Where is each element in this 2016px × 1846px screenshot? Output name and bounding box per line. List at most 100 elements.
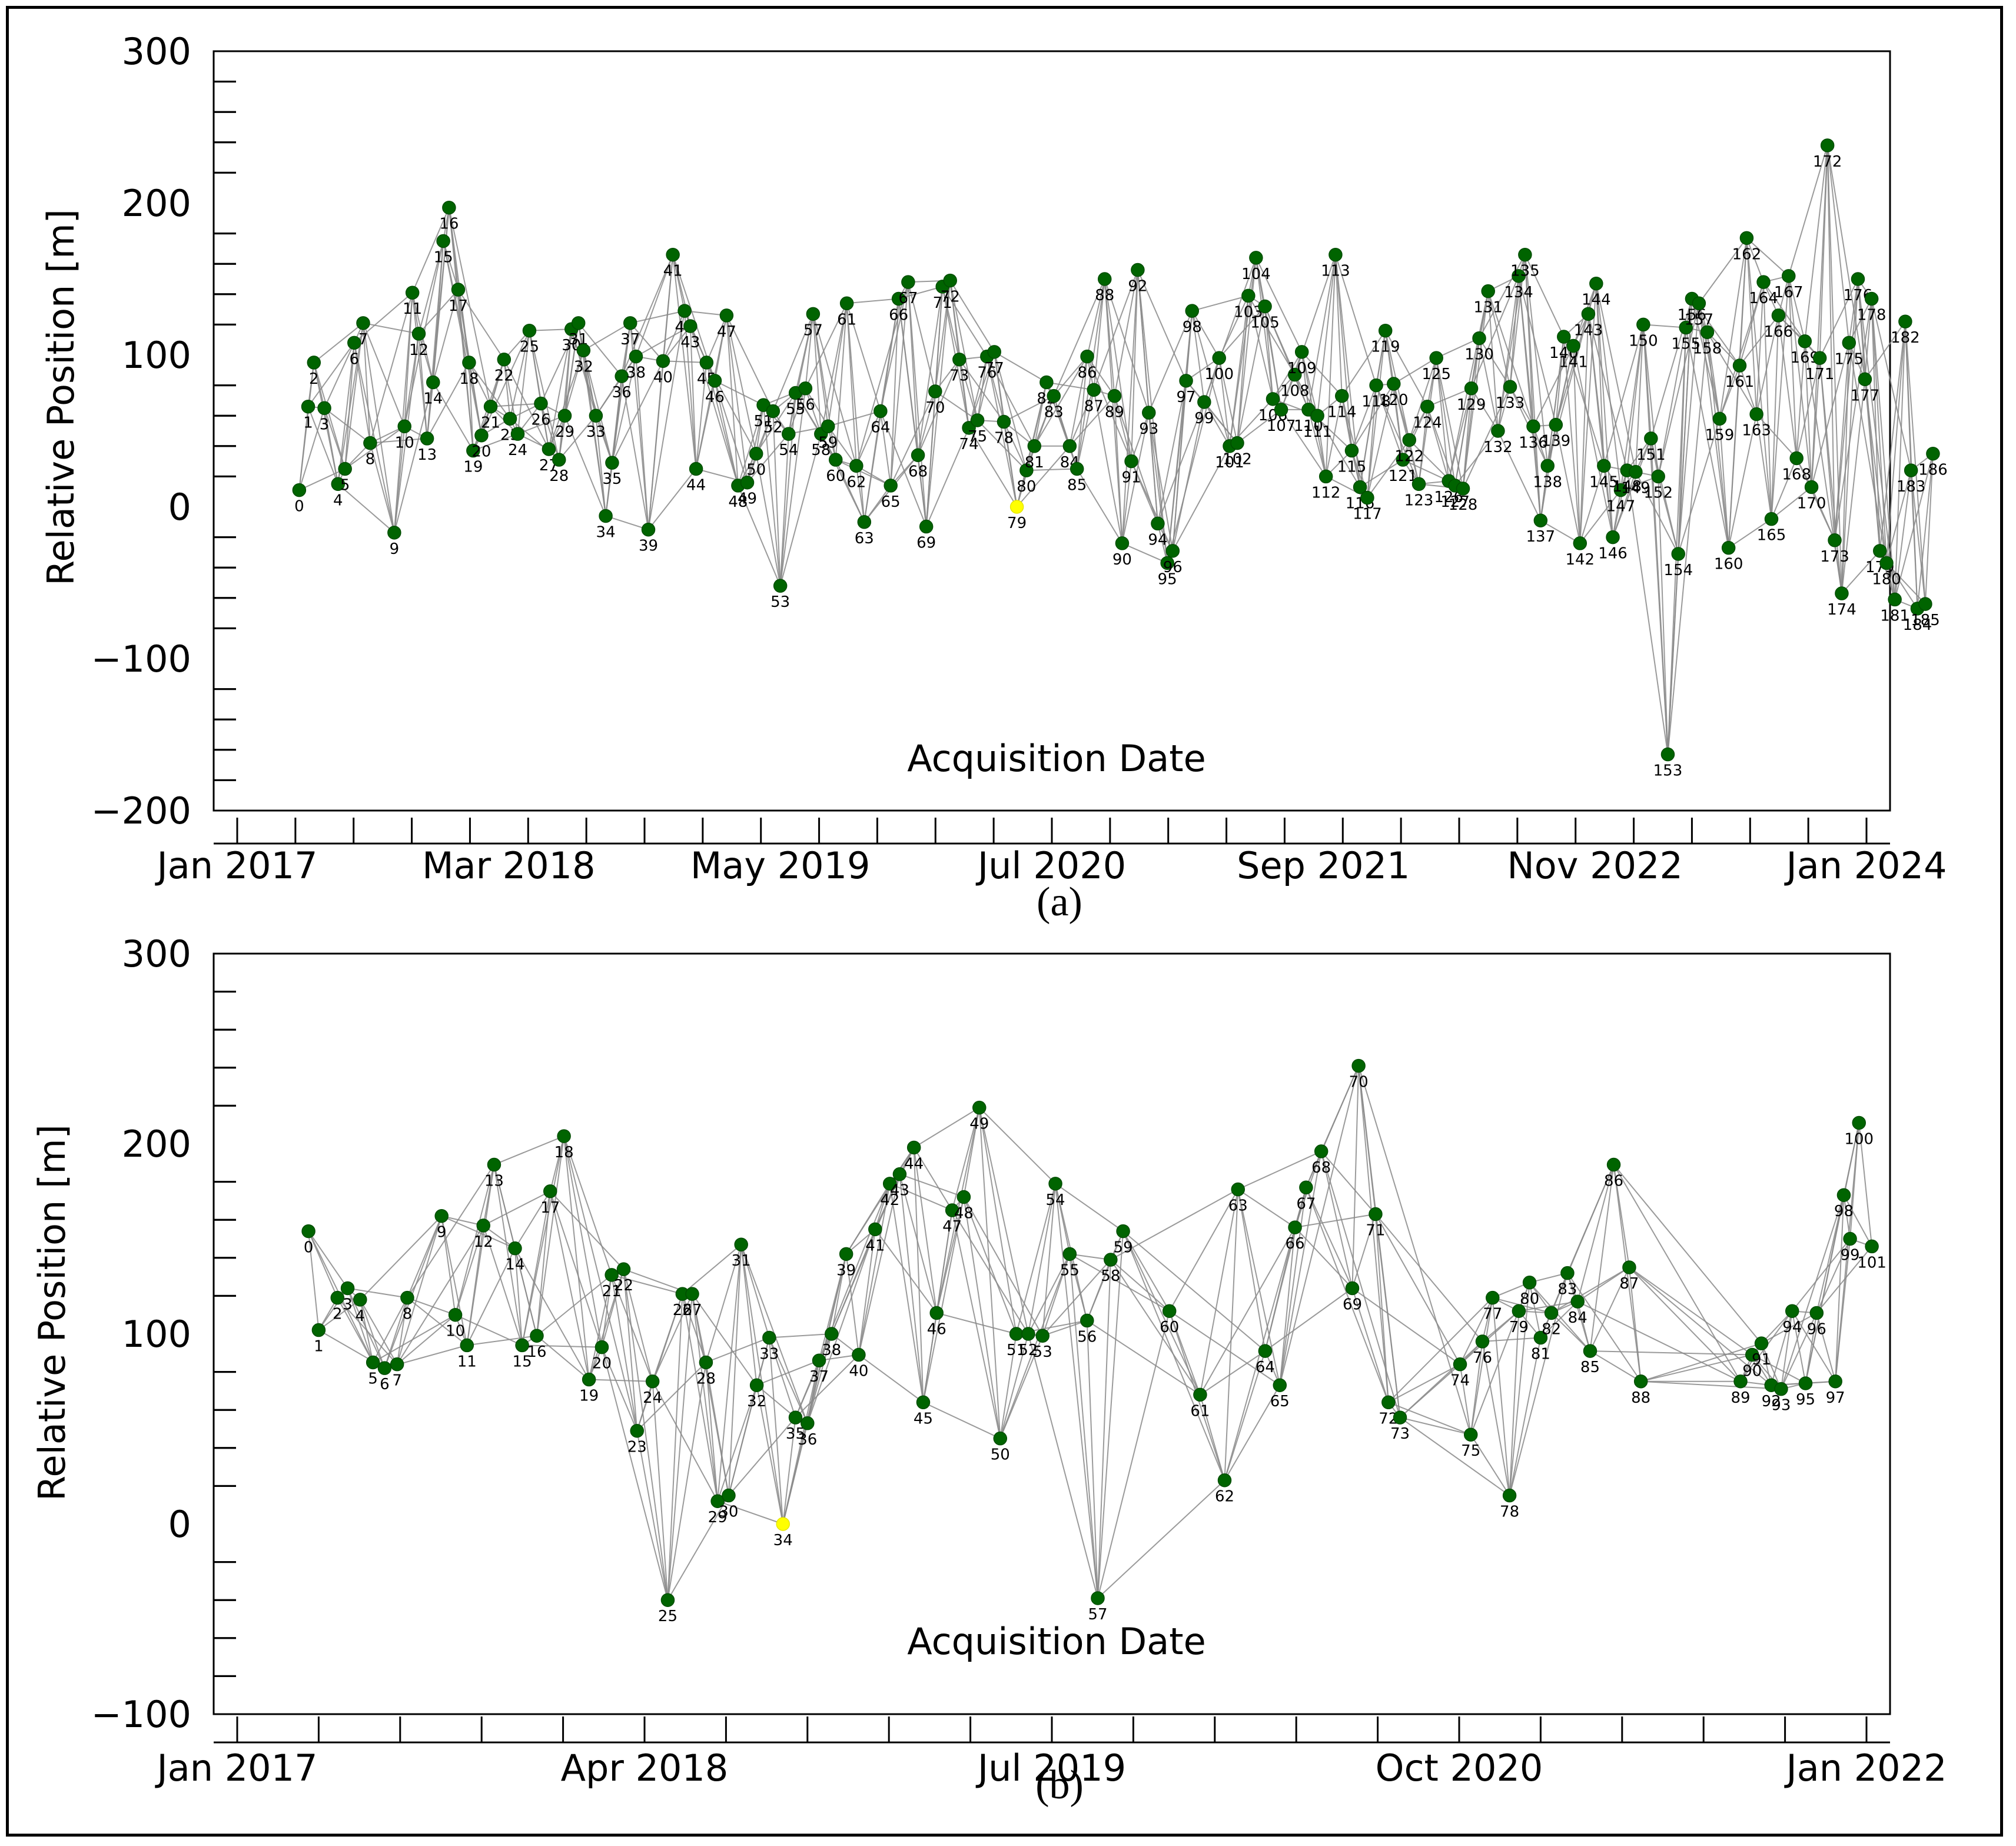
baseline-link	[812, 314, 857, 466]
baseline-link	[1587, 314, 1628, 471]
baseline-link	[1097, 1479, 1225, 1599]
point-label: 43	[680, 334, 700, 351]
baseline-link	[468, 362, 482, 436]
baseline-link	[1497, 430, 1542, 521]
baseline-link	[890, 282, 909, 486]
data-point	[1879, 556, 1894, 570]
y-tick-label: 300	[122, 932, 191, 975]
point-label: 150	[1629, 332, 1658, 350]
data-point	[1633, 1374, 1648, 1389]
baseline-link	[411, 207, 450, 293]
data-point	[448, 1307, 463, 1322]
baseline-link	[1203, 401, 1230, 447]
point-label: 149	[1621, 480, 1650, 497]
data-point	[1080, 349, 1094, 364]
point-label: 34	[773, 1532, 793, 1549]
point-label: 104	[1241, 265, 1271, 283]
baseline-link	[898, 285, 943, 300]
point-label: 91	[1752, 1351, 1771, 1369]
panel-a-caption: (a)	[1037, 879, 1082, 925]
data-point	[1798, 334, 1812, 348]
data-point	[1456, 482, 1470, 496]
data-point	[1217, 1473, 1232, 1488]
baseline-link	[1894, 321, 1906, 600]
baseline-link	[1069, 1254, 1088, 1321]
data-point	[1396, 453, 1410, 467]
baseline-link	[564, 329, 572, 416]
baseline-link	[1849, 1123, 1860, 1239]
reference-point	[776, 1517, 790, 1531]
baseline-link	[396, 1216, 443, 1364]
baseline-link	[1761, 1343, 1782, 1390]
data-point	[1027, 439, 1042, 453]
baseline-link	[999, 1253, 1071, 1439]
baseline-link	[705, 1362, 729, 1496]
baseline-link	[763, 405, 781, 586]
baseline-link	[879, 411, 892, 486]
data-point	[1318, 469, 1333, 484]
data-point	[460, 1338, 474, 1353]
baseline-link	[1532, 426, 1542, 521]
baseline-link	[509, 330, 530, 419]
point-label: 62	[846, 473, 866, 491]
baseline-link	[692, 1294, 719, 1502]
baseline-link	[1191, 310, 1230, 447]
baseline-link	[1843, 1195, 1851, 1239]
baseline-link	[468, 362, 474, 451]
baseline-link	[503, 359, 511, 419]
point-label: 167	[1774, 284, 1804, 301]
baseline-link	[1168, 1189, 1239, 1312]
baseline-link	[1131, 461, 1174, 552]
data-point	[1828, 533, 1842, 547]
point-label: 182	[1891, 329, 1920, 347]
baseline-link	[1325, 396, 1343, 477]
point-label: 132	[1483, 439, 1513, 456]
baseline-link	[949, 280, 995, 353]
point-label: 7	[392, 1372, 402, 1390]
baseline-link	[396, 1225, 484, 1365]
point-label: 128	[1449, 496, 1478, 514]
baseline-link	[636, 1430, 669, 1601]
baseline-link	[483, 1225, 523, 1346]
baseline-link	[756, 1337, 770, 1386]
x-tick-label: Jan 2024	[1783, 844, 1947, 887]
baseline-link	[353, 343, 371, 443]
point-label: 137	[1526, 528, 1555, 546]
x-tick-label: Jan 2022	[1783, 1747, 1947, 1789]
data-point	[1387, 377, 1401, 391]
baseline-link	[846, 303, 881, 411]
point-label: 83	[1044, 404, 1064, 421]
baseline-link	[737, 404, 765, 486]
data-point	[338, 462, 352, 476]
baseline-link	[999, 1333, 1029, 1439]
baseline-link	[768, 1337, 784, 1525]
baseline-link	[1612, 438, 1652, 537]
baseline-link	[1756, 413, 1797, 459]
data-point	[689, 462, 703, 476]
baseline-link	[672, 254, 697, 469]
point-label: 39	[639, 537, 658, 555]
point-label: 73	[949, 367, 969, 385]
baseline-link	[393, 293, 413, 533]
baseline-link	[1746, 237, 1789, 277]
baseline-link	[630, 310, 685, 324]
baseline-link	[1218, 358, 1230, 446]
point-label: 65	[881, 493, 901, 511]
point-label: 47	[942, 1218, 962, 1236]
baseline-link	[1237, 1189, 1281, 1386]
baseline-link	[1076, 468, 1123, 544]
data-point	[476, 1219, 490, 1233]
baseline-link	[1034, 396, 1055, 447]
point-label: 131	[1473, 299, 1503, 317]
baseline-link	[1247, 296, 1274, 400]
baseline-link	[1728, 518, 1772, 549]
baseline-link	[1719, 281, 1765, 419]
y-tick-label: −100	[91, 1693, 191, 1736]
baseline-link	[432, 207, 450, 383]
point-label: 68	[908, 463, 928, 480]
point-label: 29	[555, 423, 574, 441]
baseline-link	[1746, 238, 1758, 414]
point-label: 158	[1693, 340, 1722, 357]
point-label: 53	[1033, 1343, 1052, 1361]
